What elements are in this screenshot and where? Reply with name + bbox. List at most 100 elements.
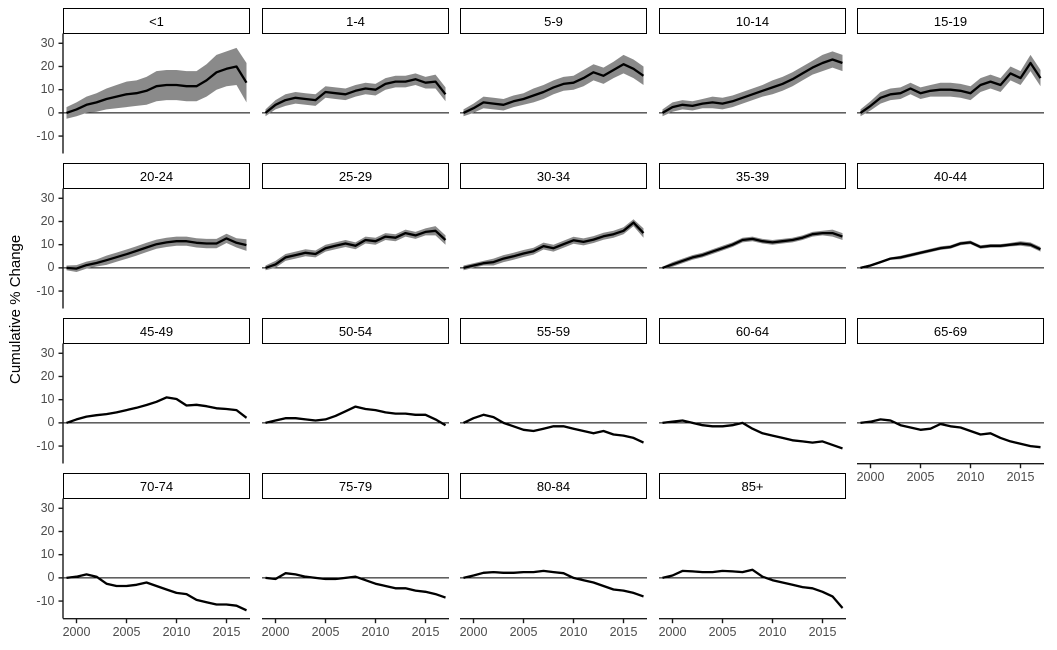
trend-line (265, 405, 447, 427)
facet-panel (63, 189, 250, 308)
facet-panel (659, 499, 846, 618)
facet-strip: 60-64 (659, 318, 846, 344)
x-axis-tick-label: 2010 (956, 470, 985, 484)
facet-strip: 70-74 (63, 473, 250, 499)
y-axis-tick-label: 20 (40, 213, 55, 228)
x-axis-tick-label: 2005 (112, 625, 141, 639)
facet-plot (857, 54, 1044, 117)
trend-line (463, 63, 645, 114)
confidence-ribbon (66, 396, 247, 424)
facet-strip: 5-9 (460, 8, 647, 34)
facet-panel (659, 34, 846, 153)
trend-line (662, 231, 843, 269)
facet-strip: 40-44 (857, 163, 1044, 189)
facet-panel (460, 34, 647, 153)
facet-panel (659, 344, 846, 463)
facet-strip: 80-84 (460, 473, 647, 499)
confidence-ribbon (662, 51, 843, 117)
trend-line (662, 568, 844, 609)
x-axis-tick-label: 2005 (708, 625, 737, 639)
facet-strip: 65-69 (857, 318, 1044, 344)
facet-strip-label: 35-39 (735, 168, 770, 184)
facet-strip: <1 (63, 8, 250, 34)
confidence-ribbon (463, 54, 644, 117)
facet-strip-label: 15-19 (933, 13, 968, 29)
facet-plot (63, 233, 250, 272)
x-axis-tick-label: 2010 (559, 625, 588, 639)
facet-plot (857, 418, 1044, 449)
x-axis-tick-label: 2000 (62, 625, 91, 639)
facet-plot (460, 54, 647, 117)
facet-strip-label: <1 (149, 13, 164, 29)
facet-strip-label: 10-14 (735, 13, 770, 29)
trend-line (66, 396, 248, 424)
y-axis-tick-label: 30 (40, 345, 55, 360)
y-axis-tick-label: 30 (40, 500, 55, 515)
y-axis-tick-label: 0 (47, 260, 55, 275)
x-axis-tick-label: 2015 (1006, 470, 1035, 484)
trend-line (463, 569, 644, 598)
y-axis-tick-label: 20 (40, 58, 55, 73)
y-axis-title: Cumulative % Change (7, 234, 24, 384)
y-axis-tick-label: 20 (40, 523, 55, 538)
trend-line (265, 229, 447, 269)
confidence-ribbon (662, 419, 843, 450)
y-axis-tick-label: -10 (36, 593, 55, 608)
y-axis-tick-label: 10 (40, 547, 55, 562)
facet-strip: 75-79 (262, 473, 449, 499)
facet-strip-label: 1-4 (346, 13, 365, 29)
y-axis-tick-label: 20 (40, 368, 55, 383)
facet-panel (262, 499, 449, 618)
facet-plot (460, 569, 647, 598)
facet-panel (857, 344, 1044, 463)
y-axis-tick-label: -10 (36, 283, 55, 298)
facet-strip: 45-49 (63, 318, 250, 344)
facet-panel (63, 344, 250, 463)
trend-line (463, 413, 644, 444)
facet-strip: 55-59 (460, 318, 647, 344)
facet-plot (659, 419, 846, 450)
facet-panel (460, 344, 647, 463)
y-axis-tick-label: 30 (40, 35, 55, 50)
y-axis-tick-label: 30 (40, 190, 55, 205)
facet-panel (262, 34, 449, 153)
facet-plot (63, 573, 250, 612)
facet-strip-label: 55-59 (536, 323, 571, 339)
facet-panel (659, 189, 846, 308)
trend-line (66, 65, 248, 114)
confidence-ribbon (66, 47, 247, 119)
trend-line (662, 419, 843, 450)
confidence-ribbon (66, 233, 247, 272)
x-axis-tick-label: 2010 (162, 625, 191, 639)
facet-strip-label: 50-54 (338, 323, 373, 339)
x-axis-tick-label: 2010 (361, 625, 390, 639)
x-axis-tick-label: 2000 (459, 625, 488, 639)
facet-strip-label: 20-24 (139, 168, 174, 184)
facet-strip-label: 60-64 (735, 323, 770, 339)
facet-plot (659, 229, 846, 269)
facet-strip-label: 25-29 (338, 168, 373, 184)
facet-panel (63, 34, 250, 153)
facet-strip: 15-19 (857, 8, 1044, 34)
x-axis-tick-label: 2015 (808, 625, 837, 639)
facet-strip: 10-14 (659, 8, 846, 34)
trend-line (265, 572, 446, 599)
facet-panel (460, 499, 647, 618)
x-axis-tick-label: 2000 (658, 625, 687, 639)
y-axis-tick-label: -10 (36, 438, 55, 453)
facet-panel (857, 34, 1044, 153)
facet-panel (63, 499, 250, 618)
facet-strip-label: 85+ (741, 478, 764, 494)
confidence-ribbon (463, 570, 644, 598)
facet-strip-label: 75-79 (338, 478, 373, 494)
facet-plot (460, 219, 647, 271)
x-axis-tick-label: 2000 (261, 625, 290, 639)
facet-panel (460, 189, 647, 308)
y-axis-tick-label: 0 (47, 570, 55, 585)
y-axis-tick-label: -10 (36, 128, 55, 143)
trend-line (463, 221, 645, 270)
facet-strip-label: 45-49 (139, 323, 174, 339)
facet-strip: 35-39 (659, 163, 846, 189)
x-axis-tick-label: 2005 (906, 470, 935, 484)
